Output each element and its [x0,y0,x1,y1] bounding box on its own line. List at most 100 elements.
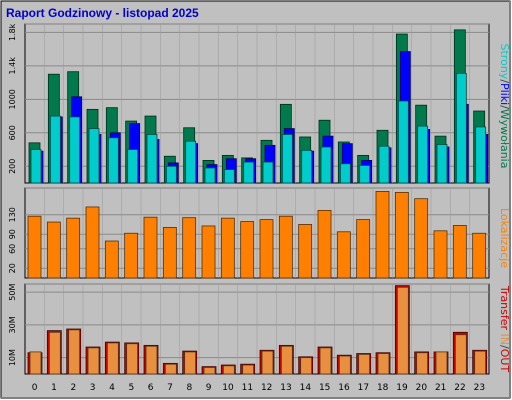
bar-transfer-in-7 [164,363,177,375]
bar-strony-8 [185,140,197,184]
hour-label: 22 [454,383,465,393]
bar-lokalizacje-14 [298,224,313,279]
hour-label: 19 [396,383,408,393]
hour-label: 21 [435,383,446,393]
visits-panel: 200 600 1000 1.4k 1.8k [8,23,490,184]
bar-transfer-in-6 [145,345,158,375]
bar-strony-12 [262,161,274,184]
bar-strony-22 [455,72,467,184]
hour-label: 12 [261,383,272,393]
bar-lokalizacje-11 [240,221,255,279]
bar-lokalizacje-15 [317,209,332,279]
y-tick-label: 60 [8,244,17,254]
bar-transfer-in-22 [454,334,467,375]
hour-label: 17 [358,383,369,393]
bar-lokalizacje-3 [85,206,100,279]
hour-label: 8 [186,383,192,393]
bar-strony-7 [165,165,177,184]
hour-label: 1 [51,383,57,393]
bar-lokalizacje-7 [162,227,177,279]
side-legend-sep: / [498,105,511,109]
y-tick-label: 200 [8,159,17,174]
bar-transfer-in-14 [300,357,313,375]
hour-label: 7 [167,383,173,393]
bar-lokalizacje-5 [124,232,139,279]
bar-strony-11 [243,161,255,184]
side-legend-wywolania: Wywołania [498,109,511,169]
bar-transfer-in-9 [203,367,216,375]
bar-transfer-in-10 [222,365,235,375]
bar-transfer-in-13 [280,345,293,375]
hour-label: 18 [377,383,389,393]
bar-lokalizacje-13 [278,215,293,279]
bar-lokalizacje-1 [46,221,61,279]
side-legend-transfer_in: IN [498,334,511,345]
bar-lokalizacje-2 [66,217,81,279]
y-tick-label: 1.4k [8,57,17,75]
bar-transfer-in-16 [338,355,351,375]
bar-lokalizacje-10 [220,217,235,279]
bar-lokalizacje-21 [433,230,448,279]
bar-strony-19 [397,100,409,184]
side-legend-pliki: Pliki [498,83,511,105]
bar-strony-10 [223,169,235,184]
hour-label: 15 [319,383,330,393]
bar-lokalizacje-8 [182,217,197,279]
side-legend-transfer_out: Transfer [498,285,511,331]
bar-lokalizacje-9 [201,225,216,279]
bar-lokalizacje-23 [472,232,487,279]
bar-strony-4 [107,137,119,184]
bar-transfer-in-0 [29,351,42,375]
bar-strony-2 [69,116,81,184]
bar-transfer-in-15 [319,347,332,375]
hour-label: 20 [416,383,428,393]
bar-strony-23 [475,126,487,184]
side-legend-sep: / [498,345,511,349]
hour-label: 4 [109,383,115,393]
hour-label: 6 [148,383,154,393]
transfer-panel: 10M 30M 50M [8,283,490,375]
bar-strony-16 [339,163,351,184]
bar-transfer-in-11 [242,364,255,375]
y-tick-label: 90 [8,229,17,239]
bar-lokalizacje-4 [104,240,119,279]
hour-label: 13 [280,383,291,393]
bar-strony-14 [301,149,313,184]
chart-title: Raport Godzinowy - listopad 2025 [6,6,199,20]
bar-lokalizacje-6 [143,216,158,279]
hour-axis: 0 1 2 3 4 5 6 7 8 9 10 11 12 13 14 15 16 17 18 19 20 21 22 23 [32,383,485,393]
bar-transfer-in-3 [87,347,100,375]
side-legend-strony: Strony [498,44,511,80]
hour-label: 0 [32,383,38,393]
bar-strony-18 [378,145,390,184]
bar-transfer-in-18 [377,353,390,375]
bar-transfer-in-23 [474,350,487,375]
bar-lokalizacje-19 [394,191,409,279]
bar-transfer-in-12 [261,350,274,375]
bar-strony-21 [436,144,448,184]
y-tick-label: 1000 [8,89,17,109]
hour-label: 11 [242,383,253,393]
bar-lokalizacje-18 [375,191,390,279]
y-tick-label: 130 [8,207,17,222]
bar-strony-6 [146,134,158,184]
bar-strony-17 [359,165,371,184]
bar-strony-15 [320,146,332,184]
hour-label: 9 [206,383,212,393]
bar-strony-0 [30,149,42,184]
bar-lokalizacje-16 [336,231,351,279]
y-tick-label: 20 [8,263,17,273]
bar-lokalizacje-20 [414,198,429,279]
bar-lokalizacje-17 [356,219,371,279]
bar-transfer-in-1 [48,331,61,375]
locations-side-legend: Lokalizacje [498,208,511,268]
bar-transfer-in-21 [435,351,448,375]
hour-label: 3 [90,383,96,393]
bar-transfer-in-20 [416,352,429,375]
bar-strony-13 [281,134,293,184]
visits-side-legend: Strony/Pliki/Wywołania [498,44,511,169]
bar-lokalizacje-22 [452,225,467,279]
bar-transfer-in-19 [396,286,409,375]
bar-strony-20 [417,125,429,184]
